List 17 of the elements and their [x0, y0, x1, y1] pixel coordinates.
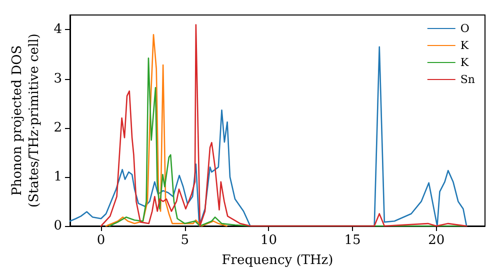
legend-label: K	[460, 39, 470, 52]
y-tick-label: 2	[54, 120, 62, 136]
y-tick-label: 1	[54, 169, 62, 184]
legend-label: Sn	[460, 73, 476, 86]
line-series	[105, 34, 228, 227]
y-tick-label: 4	[54, 22, 62, 38]
x-tick-label: 5	[180, 233, 189, 248]
x-tick-label: 0	[96, 233, 106, 248]
y-tick-label: 0	[54, 218, 62, 234]
y-axis-title: Phonon projected DOS (States/THz·primitive cell)	[10, 33, 42, 208]
legend-label: K	[460, 56, 470, 69]
x-tick-label: 20	[428, 233, 445, 248]
y-tick-label: 3	[54, 71, 62, 86]
x-tick-label: 15	[344, 233, 361, 248]
x-tick-label: 10	[260, 233, 277, 248]
legend-label: O	[460, 22, 470, 35]
x-axis-title: Frequency (THz)	[222, 253, 334, 268]
